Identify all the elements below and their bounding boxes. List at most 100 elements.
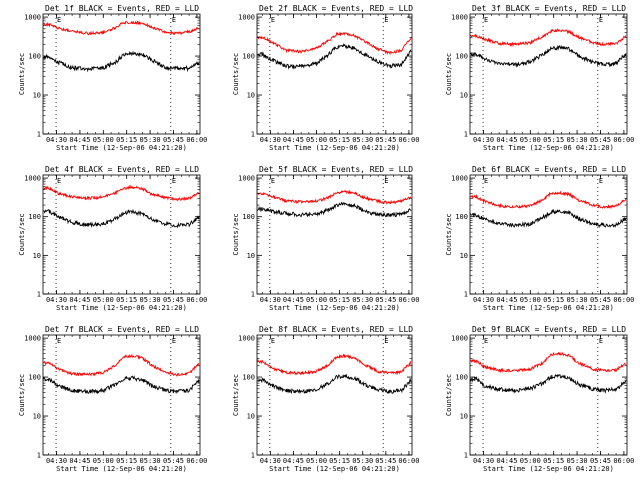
x-axis-label: Start Time (12-Sep-06 04:21:20)	[56, 144, 187, 152]
x-tick-label: 05:45	[375, 296, 396, 304]
x-tick-label: 05:00	[520, 296, 541, 304]
y-axis-label: Counts/sec	[445, 53, 453, 95]
panel-title: Det 6f BLACK = Events, RED = LLD	[472, 165, 626, 174]
events-series-line	[43, 50, 200, 73]
marker-label: E	[271, 337, 275, 345]
lld-series-line	[470, 190, 627, 209]
x-tick-label: 05:15	[329, 296, 350, 304]
events-series-line	[257, 201, 412, 218]
y-tick-label: 100	[28, 53, 41, 61]
y-axis-label: Counts/sec	[232, 213, 240, 255]
x-tick-label: 04:45	[496, 457, 517, 465]
x-tick-label: 06:00	[613, 457, 634, 465]
x-tick-label: 04:45	[496, 136, 517, 144]
y-tick-label: 10	[33, 413, 41, 421]
detector-panel: Det 3f BLACK = Events, RED = LLD E E 1 10 100…	[445, 4, 634, 152]
y-tick-label: 1000	[24, 175, 41, 183]
marker-label: E	[57, 16, 61, 24]
x-tick-label: 05:45	[163, 457, 184, 465]
y-tick-label: 1000	[451, 14, 468, 22]
x-tick-label: 04:30	[473, 457, 494, 465]
x-tick-label: 04:30	[473, 296, 494, 304]
x-tick-label: 04:45	[69, 136, 90, 144]
y-tick-label: 1	[251, 131, 255, 139]
x-tick-label: 05:00	[520, 457, 541, 465]
events-series-line	[257, 373, 412, 395]
y-tick-label: 100	[28, 213, 41, 221]
x-tick-label: 06:00	[398, 296, 419, 304]
x-tick-label: 05:30	[140, 457, 161, 465]
x-tick-label: 04:30	[46, 457, 67, 465]
x-tick-label: 05:45	[375, 136, 396, 144]
x-tick-label: 06:00	[186, 457, 207, 465]
x-tick-label: 04:45	[283, 136, 304, 144]
marker-label: E	[57, 177, 61, 185]
x-tick-label: 04:45	[69, 457, 90, 465]
lld-series-line	[43, 184, 200, 202]
plot-frame	[256, 174, 413, 295]
events-series-line	[470, 44, 627, 68]
panel-title: Det 7f BLACK = Events, RED = LLD	[45, 325, 199, 334]
plot-frame	[469, 13, 628, 135]
y-tick-label: 1000	[238, 14, 255, 22]
x-tick-label: 04:45	[496, 296, 517, 304]
x-tick-label: 05:15	[116, 296, 137, 304]
y-tick-label: 10	[33, 92, 41, 100]
marker-label: E	[271, 16, 275, 24]
x-tick-label: 05:45	[590, 457, 611, 465]
y-tick-label: 1000	[238, 175, 255, 183]
lld-series-line	[257, 31, 412, 56]
x-tick-label: 06:00	[613, 136, 634, 144]
events-series-line	[470, 373, 627, 394]
y-axis-label: Counts/sec	[232, 53, 240, 95]
y-tick-label: 1000	[451, 335, 468, 343]
plot-frame	[42, 174, 201, 295]
events-series-line	[43, 375, 200, 395]
y-tick-label: 1000	[238, 335, 255, 343]
marker-label: E	[484, 177, 488, 185]
x-tick-label: 05:45	[590, 136, 611, 144]
x-tick-label: 05:15	[543, 296, 564, 304]
y-axis-label: Counts/sec	[445, 213, 453, 255]
x-tick-label: 05:00	[93, 296, 114, 304]
plot-frame	[256, 334, 413, 456]
y-tick-label: 1000	[451, 175, 468, 183]
y-tick-label: 100	[242, 53, 255, 61]
x-tick-label: 04:45	[283, 457, 304, 465]
y-tick-label: 1	[464, 452, 468, 460]
x-tick-label: 05:30	[352, 136, 373, 144]
x-tick-label: 05:30	[352, 296, 373, 304]
x-tick-label: 05:15	[116, 136, 137, 144]
y-axis-label: Counts/sec	[18, 213, 26, 255]
x-axis-label: Start Time (12-Sep-06 04:21:20)	[483, 144, 614, 152]
x-tick-label: 05:30	[140, 136, 161, 144]
x-axis-label: Start Time (12-Sep-06 04:21:20)	[269, 465, 400, 473]
x-tick-label: 04:30	[260, 457, 281, 465]
x-tick-label: 05:45	[590, 296, 611, 304]
events-series-line	[257, 43, 412, 70]
marker-label: E	[172, 337, 176, 345]
marker-label: E	[384, 177, 388, 185]
x-axis-label: Start Time (12-Sep-06 04:21:20)	[56, 304, 187, 312]
x-tick-label: 04:30	[260, 136, 281, 144]
x-axis-label: Start Time (12-Sep-06 04:21:20)	[483, 304, 614, 312]
x-tick-label: 05:30	[567, 457, 588, 465]
x-tick-label: 05:00	[306, 457, 327, 465]
x-tick-label: 05:15	[329, 457, 350, 465]
x-tick-label: 04:30	[473, 136, 494, 144]
detector-panel: Det 9f BLACK = Events, RED = LLD E E 1 10 100…	[445, 325, 634, 473]
panel-title: Det 1f BLACK = Events, RED = LLD	[45, 4, 199, 13]
marker-label: E	[599, 16, 603, 24]
x-axis-label: Start Time (12-Sep-06 04:21:20)	[56, 465, 187, 473]
x-tick-label: 04:30	[260, 296, 281, 304]
y-tick-label: 10	[247, 252, 255, 260]
x-tick-label: 05:30	[140, 296, 161, 304]
y-tick-label: 1	[251, 452, 255, 460]
x-tick-label: 06:00	[398, 136, 419, 144]
x-tick-label: 05:15	[116, 457, 137, 465]
x-tick-label: 05:45	[375, 457, 396, 465]
detector-panel: Det 6f BLACK = Events, RED = LLD E E 1 10 100…	[445, 165, 634, 312]
marker-label: E	[57, 337, 61, 345]
y-tick-label: 10	[460, 413, 468, 421]
